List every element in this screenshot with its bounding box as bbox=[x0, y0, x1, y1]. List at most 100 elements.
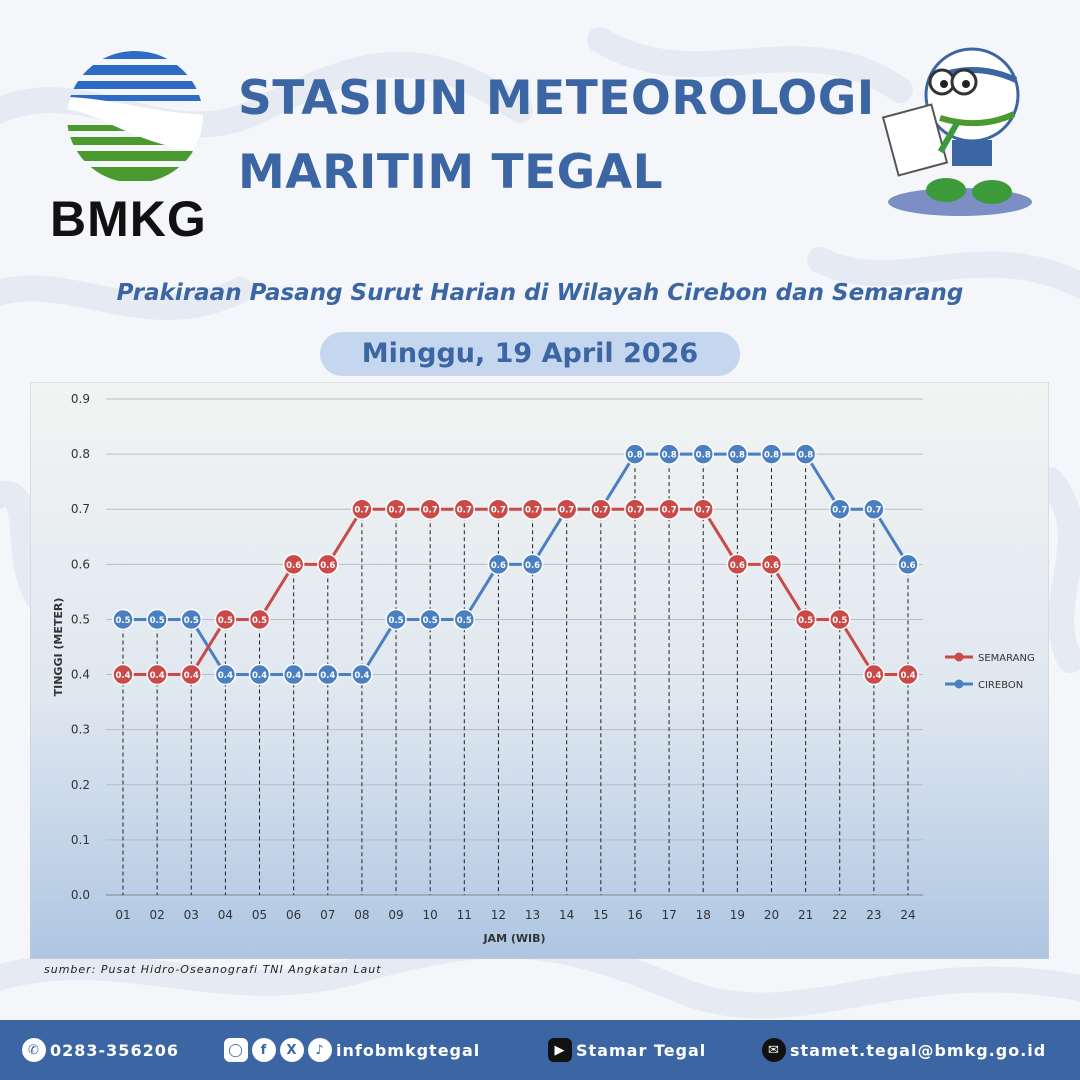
x-icon: X bbox=[280, 1038, 304, 1062]
date-badge: Minggu, 19 April 2026 bbox=[320, 332, 740, 376]
footer-social[interactable]: ◯ f X ♪ infobmkgtegal bbox=[224, 1020, 480, 1080]
y-axis-label: TINGGI (METER) bbox=[52, 598, 65, 697]
data-point-semarang bbox=[828, 608, 851, 631]
x-tick-label: 12 bbox=[491, 908, 506, 922]
phone-number: 0283-356206 bbox=[50, 1040, 179, 1060]
x-tick-label: 24 bbox=[900, 908, 915, 922]
x-tick-label: 07 bbox=[320, 908, 335, 922]
data-point-semarang bbox=[692, 498, 714, 520]
x-tick-label: 06 bbox=[286, 908, 301, 922]
data-point-cirebon bbox=[658, 443, 680, 465]
y-tick-label: 0.4 bbox=[71, 668, 90, 682]
data-point-semarang bbox=[282, 553, 305, 576]
data-label: 0.5 bbox=[798, 616, 813, 626]
data-point-cirebon bbox=[317, 663, 339, 686]
footer-bar: ✆ 0283-356206 ◯ f X ♪ infobmkgtegal ▶ St… bbox=[0, 1020, 1080, 1080]
data-point-semarang bbox=[487, 498, 510, 520]
data-point-cirebon bbox=[453, 608, 476, 631]
data-label: 0.7 bbox=[559, 506, 574, 516]
phone-icon: ✆ bbox=[22, 1038, 46, 1062]
data-label: 0.8 bbox=[730, 451, 745, 461]
data-point-semarang bbox=[180, 663, 203, 686]
data-label: 0.4 bbox=[218, 671, 233, 681]
y-tick-label: 0.9 bbox=[71, 392, 90, 406]
data-point-semarang bbox=[317, 553, 339, 576]
x-tick-label: 22 bbox=[832, 908, 847, 922]
data-label: 0.4 bbox=[286, 671, 301, 681]
x-tick-label: 03 bbox=[184, 908, 199, 922]
y-tick-label: 0.3 bbox=[71, 723, 90, 737]
data-point-cirebon bbox=[112, 608, 134, 631]
data-point-cirebon bbox=[248, 663, 271, 686]
data-label: 0.4 bbox=[252, 671, 267, 681]
data-label: 0.7 bbox=[696, 506, 711, 516]
data-label: 0.6 bbox=[525, 561, 540, 571]
title-line-2: MARITIM TEGAL bbox=[238, 145, 664, 200]
data-point-cirebon bbox=[214, 663, 237, 686]
social-handle: infobmkgtegal bbox=[336, 1040, 481, 1060]
bmkg-logo-text: BMKG bbox=[50, 191, 207, 247]
data-label: 0.8 bbox=[764, 451, 779, 461]
data-point-cirebon bbox=[692, 443, 714, 465]
x-tick-label: 02 bbox=[149, 908, 164, 922]
data-point-semarang bbox=[863, 663, 885, 686]
x-tick-label: 10 bbox=[423, 908, 438, 922]
x-tick-label: 17 bbox=[661, 908, 676, 922]
x-tick-label: 01 bbox=[115, 908, 130, 922]
data-point-semarang bbox=[590, 498, 612, 520]
data-point-semarang bbox=[351, 498, 373, 520]
data-label: 0.7 bbox=[457, 506, 472, 516]
footer-phone[interactable]: ✆ 0283-356206 bbox=[22, 1020, 179, 1080]
data-point-cirebon bbox=[419, 608, 441, 631]
mail-icon: ✉ bbox=[762, 1038, 786, 1062]
x-tick-label: 16 bbox=[627, 908, 642, 922]
data-label: 0.7 bbox=[662, 506, 677, 516]
x-tick-label: 11 bbox=[457, 908, 472, 922]
data-source: sumber: Pusat Hidro-Oseanografi TNI Angk… bbox=[44, 963, 382, 976]
x-tick-label: 04 bbox=[218, 908, 233, 922]
data-point-semarang bbox=[794, 608, 817, 631]
data-point-semarang bbox=[760, 553, 783, 576]
data-label: 0.5 bbox=[389, 616, 404, 626]
data-point-semarang bbox=[521, 498, 544, 520]
data-label: 0.4 bbox=[320, 671, 335, 681]
data-label: 0.6 bbox=[286, 561, 301, 571]
footer-email[interactable]: ✉ stamet.tegal@bmkg.go.id bbox=[762, 1020, 1046, 1080]
data-point-cirebon bbox=[828, 498, 851, 520]
chart-subtitle: Prakiraan Pasang Surut Harian di Wilayah… bbox=[116, 280, 964, 306]
data-point-semarang bbox=[897, 663, 919, 686]
legend-swatch-dot bbox=[954, 679, 964, 689]
data-label: 0.4 bbox=[900, 671, 915, 681]
x-tick-label: 23 bbox=[866, 908, 881, 922]
data-point-cirebon bbox=[624, 443, 646, 465]
data-point-cirebon bbox=[385, 608, 407, 631]
x-tick-label: 08 bbox=[354, 908, 369, 922]
bmkg-logo bbox=[67, 51, 203, 181]
y-tick-label: 0.1 bbox=[71, 833, 90, 847]
data-label: 0.4 bbox=[866, 671, 881, 681]
data-point-cirebon bbox=[180, 608, 203, 631]
data-label: 0.5 bbox=[252, 616, 267, 626]
x-tick-label: 13 bbox=[525, 908, 540, 922]
footer-youtube[interactable]: ▶ Stamar Tegal bbox=[548, 1020, 706, 1080]
data-label: 0.8 bbox=[798, 451, 813, 461]
data-label: 0.7 bbox=[627, 506, 642, 516]
x-tick-label: 15 bbox=[593, 908, 608, 922]
data-point-semarang bbox=[658, 498, 680, 520]
email-address: stamet.tegal@bmkg.go.id bbox=[790, 1040, 1047, 1060]
data-point-semarang bbox=[146, 663, 168, 686]
data-label: 0.7 bbox=[423, 506, 438, 516]
data-label: 0.7 bbox=[832, 506, 847, 516]
youtube-icon: ▶ bbox=[548, 1038, 572, 1062]
data-point-semarang bbox=[555, 498, 578, 520]
youtube-channel: Stamar Tegal bbox=[576, 1040, 707, 1060]
data-label: 0.7 bbox=[491, 506, 506, 516]
data-label: 0.7 bbox=[354, 506, 369, 516]
data-label: 0.4 bbox=[150, 671, 165, 681]
y-tick-label: 0.5 bbox=[71, 612, 90, 626]
x-tick-label: 05 bbox=[252, 908, 267, 922]
data-label: 0.7 bbox=[593, 506, 608, 516]
data-label: 0.8 bbox=[627, 451, 642, 461]
data-point-cirebon bbox=[282, 663, 305, 686]
data-point-cirebon bbox=[760, 443, 783, 465]
